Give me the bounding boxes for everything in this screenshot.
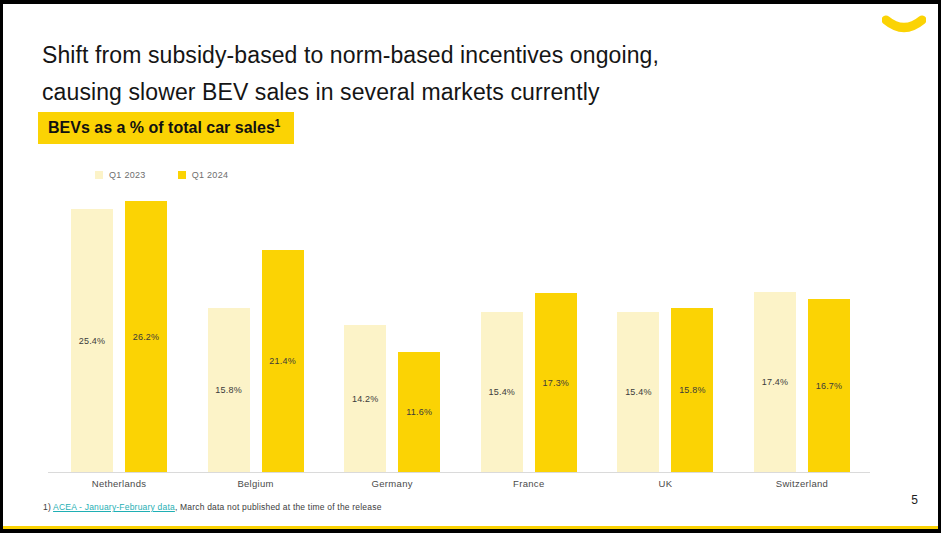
category-label-netherlands: Netherlands: [71, 478, 167, 489]
bar-value-label: 21.4%: [269, 356, 296, 366]
footnote-marker: 1: [275, 118, 281, 129]
legend-label-q1-2023: Q1 2023: [109, 170, 146, 180]
bar-group-uk: 15.4% 15.8%: [617, 308, 713, 472]
legend-label-q1-2024: Q1 2024: [192, 170, 229, 180]
bar-value-label: 17.4%: [762, 377, 789, 387]
legend-swatch-q1-2024: [178, 171, 186, 179]
bar-value-label: 14.2%: [352, 394, 379, 404]
slide: Shift from subsidy-based to norm-based i…: [3, 4, 938, 529]
bar-netherlands-q1-2023: 25.4%: [71, 209, 113, 472]
bar-switzerland-q1-2024: 16.7%: [808, 299, 850, 472]
footnote-rest: , March data not published at the time o…: [175, 502, 382, 512]
bar-group-germany: 14.2% 11.6%: [344, 325, 440, 472]
chart-subtitle: BEVs as a % of total car sales1: [48, 118, 280, 137]
bar-germany-q1-2023: 14.2%: [344, 325, 386, 472]
bar-group-belgium: 15.8% 21.4%: [208, 250, 304, 472]
bar-france-q1-2024: 17.3%: [535, 293, 577, 472]
bar-uk-q1-2024: 15.8%: [671, 308, 713, 472]
bar-value-label: 15.4%: [625, 387, 652, 397]
bar-netherlands-q1-2024: 26.2%: [125, 201, 167, 472]
bar-value-label: 16.7%: [816, 381, 843, 391]
bar-switzerland-q1-2023: 17.4%: [754, 292, 796, 472]
x-axis-line: [48, 472, 870, 473]
legend-swatch-q1-2023: [95, 171, 103, 179]
chart-legend: Q1 2023 Q1 2024: [95, 170, 228, 180]
chart-subtitle-highlight: BEVs as a % of total car sales1: [38, 112, 294, 144]
bar-group-netherlands: 25.4% 26.2%: [71, 201, 167, 472]
bar-uk-q1-2023: 15.4%: [617, 312, 659, 472]
page-title: Shift from subsidy-based to norm-based i…: [42, 37, 822, 111]
title-line-2: causing slower BEV sales in several mark…: [42, 74, 822, 111]
bar-value-label: 17.3%: [543, 378, 570, 388]
footnote: 1) ACEA - January-February data, March d…: [43, 502, 382, 512]
page-number: 5: [911, 493, 918, 507]
bar-germany-q1-2024: 11.6%: [398, 352, 440, 472]
category-label-france: France: [481, 478, 577, 489]
footnote-prefix: 1): [43, 502, 53, 512]
legend-item-q1-2024: Q1 2024: [178, 170, 229, 180]
bar-value-label: 11.6%: [406, 407, 432, 417]
bar-value-label: 25.4%: [79, 336, 106, 346]
footnote-source-link[interactable]: ACEA - January-February data: [53, 502, 175, 512]
bar-france-q1-2023: 15.4%: [481, 312, 523, 472]
title-line-1: Shift from subsidy-based to norm-based i…: [42, 37, 822, 74]
bottom-accent-line: [3, 526, 938, 529]
bar-value-label: 26.2%: [133, 332, 160, 342]
bar-belgium-q1-2024: 21.4%: [262, 250, 304, 472]
chevron-logo-icon: [882, 14, 926, 38]
bar-value-label: 15.4%: [489, 387, 516, 397]
category-label-uk: UK: [617, 478, 713, 489]
bar-chart: 25.4%26.2%Netherlands15.8%21.4%Belgium14…: [48, 182, 870, 472]
category-label-belgium: Belgium: [208, 478, 304, 489]
bar-value-label: 15.8%: [679, 385, 706, 395]
bar-belgium-q1-2023: 15.8%: [208, 308, 250, 472]
category-label-germany: Germany: [344, 478, 440, 489]
bar-group-switzerland: 17.4% 16.7%: [754, 292, 850, 472]
slide-frame: Shift from subsidy-based to norm-based i…: [0, 0, 941, 533]
category-label-switzerland: Switzerland: [754, 478, 850, 489]
bar-value-label: 15.8%: [215, 385, 242, 395]
legend-item-q1-2023: Q1 2023: [95, 170, 146, 180]
bar-group-france: 15.4% 17.3%: [481, 293, 577, 472]
